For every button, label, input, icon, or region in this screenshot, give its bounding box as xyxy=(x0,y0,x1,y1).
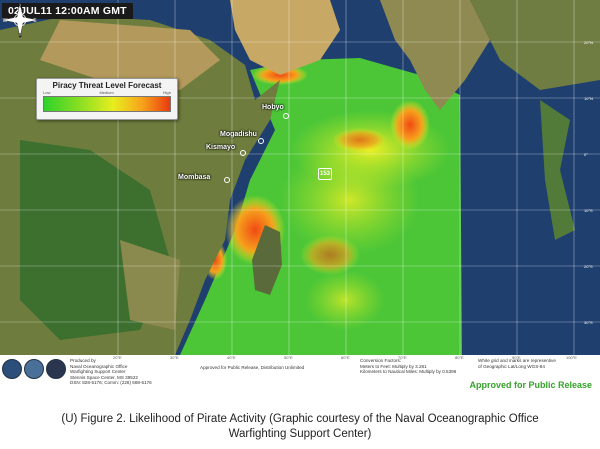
lon-label: 60°E xyxy=(341,355,350,360)
lon-label: 100°E xyxy=(566,355,577,360)
lon-label: 30°E xyxy=(170,355,179,360)
caption-line-1: (U) Figure 2. Likelihood of Pirate Activ… xyxy=(61,413,539,425)
compass-e: E xyxy=(33,18,37,24)
navy-seal-icon xyxy=(2,359,22,379)
lat-label: 30°S xyxy=(584,320,593,325)
lon-label: 70°E xyxy=(398,355,407,360)
grid-note: White grid and marks are representive of… xyxy=(478,358,556,369)
lat-label: 0° xyxy=(584,152,588,157)
map-graphic xyxy=(0,0,600,355)
approved-release-label: Approved for Public Release xyxy=(469,380,592,390)
lat-label: 10°S xyxy=(584,208,593,213)
lon-label: 40°E xyxy=(227,355,236,360)
lon-label: 80°E xyxy=(455,355,464,360)
lon-label: 20°E xyxy=(113,355,122,360)
caption-line-2: Warfighting Support Center) xyxy=(228,428,372,440)
producer-text: Produced by Naval Oceanographic Office W… xyxy=(70,358,152,385)
place-kismayo: Kismayo xyxy=(206,144,236,151)
wsc-seal-icon xyxy=(46,359,66,379)
compass-w: W xyxy=(3,18,8,24)
legend-title: Piracy Threat Level Forecast xyxy=(52,81,162,90)
figure-caption: (U) Figure 2. Likelihood of Pirate Activ… xyxy=(0,412,600,442)
lat-label: 20°S xyxy=(584,264,593,269)
place-mogadishu-marker xyxy=(258,138,264,144)
threat-legend: Piracy Threat Level Forecast Low Medium … xyxy=(36,78,178,120)
threat-map: 02JUL11 12:00AM GMT Piracy Threat Level … xyxy=(0,0,600,355)
place-hobyo-marker xyxy=(283,113,289,119)
forecast-timestamp: 02JUL11 12:00AM GMT xyxy=(2,3,133,19)
lat-label: 20°N xyxy=(584,40,593,45)
place-mombasa: Mombasa xyxy=(178,174,211,181)
map-footer: Produced by Naval Oceanographic Office W… xyxy=(0,355,600,395)
legend-color-ramp xyxy=(43,96,171,112)
legend-low-label: Low xyxy=(43,90,51,95)
place-hobyo: Hobyo xyxy=(262,104,284,111)
legend-ticks: Low Medium High xyxy=(37,90,177,95)
lon-axis: 20°E 30°E 40°E 50°E 60°E 70°E 80°E 90°E … xyxy=(0,355,600,363)
conversion-factors: Conversion Factors: Meters to Feet: Mult… xyxy=(360,358,457,374)
madagascar-landmass xyxy=(252,225,282,295)
place-kismayo-marker xyxy=(240,150,246,156)
ship-marker: 153 xyxy=(318,168,332,180)
place-mombasa-marker xyxy=(224,177,230,183)
compass-rose-icon: N E S W xyxy=(1,1,39,39)
legend-high-label: High xyxy=(162,90,171,95)
lon-label: 50°E xyxy=(284,355,293,360)
compass-s: S xyxy=(18,33,22,39)
lon-label: 90°E xyxy=(512,355,521,360)
release-note: Approved for Public Release, Distributio… xyxy=(200,365,305,370)
place-mogadishu: Mogadishu xyxy=(220,131,257,138)
legend-medium-label: Medium xyxy=(99,90,114,95)
lat-label: 10°N xyxy=(584,96,593,101)
navoceano-seal-icon xyxy=(24,359,44,379)
compass-n: N xyxy=(18,4,22,10)
